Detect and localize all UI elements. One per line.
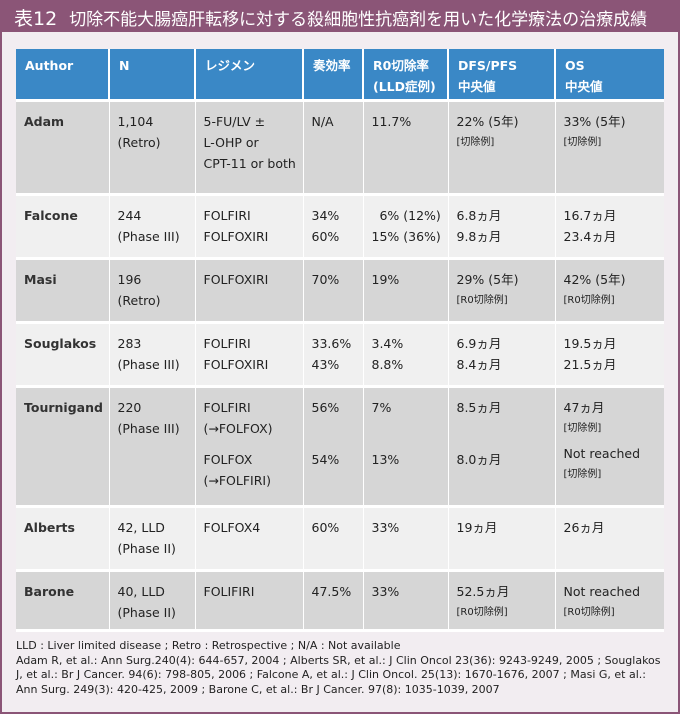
table-number: 表12	[14, 7, 58, 30]
table-row: Adam 1,104 (Retro) 5-FU/LV ± L-OHP or CPT-1…	[16, 100, 664, 196]
header-dfs-pfs: DFS/PFS 中央値	[447, 49, 555, 102]
cell-r0: 6% (12%) 15% (36%)	[362, 194, 448, 260]
cell-response: 47.5%	[302, 570, 363, 632]
cell-response: N/A	[302, 100, 363, 196]
cell-dfs: 52.5ヵ月 [R0切除例]	[447, 570, 555, 632]
cell-n: 196 (Retro)	[108, 258, 195, 324]
cell-response: 60%	[302, 506, 363, 572]
cell-r0: 3.4% 8.8%	[362, 322, 448, 388]
cell-response: 34% 60%	[302, 194, 363, 260]
cell-r0: 11.7%	[362, 100, 448, 196]
cell-n: 40, LLD (Phase II)	[108, 570, 195, 632]
footnotes: LLD : Liver limited disease ; Retro : Re…	[16, 639, 666, 697]
cell-n: 1,104 (Retro)	[108, 100, 195, 196]
cell-response: 70%	[302, 258, 363, 324]
results-table: Author N レジメン 奏効率 R0切除率 (LLD症例) DFS/PFS 中央…	[16, 49, 664, 632]
cell-r0: 19%	[362, 258, 448, 324]
cell-r0: 7% 13%	[362, 386, 448, 508]
table-row: Tournigand 220 (Phase III) FOLFIRI (→FOLF…	[16, 386, 664, 508]
cell-n: 283 (Phase III)	[108, 322, 195, 388]
cell-os: 26ヵ月	[554, 506, 664, 572]
cell-regimen: FOLIFIRI	[194, 570, 303, 632]
cell-author: Barone	[16, 570, 109, 632]
header-r0-resection-rate: R0切除率 (LLD症例)	[362, 49, 448, 102]
cell-r0: 33%	[362, 570, 448, 632]
cell-regimen: FOLFIRI FOLFOXIRI	[194, 322, 303, 388]
header-author: Author	[16, 49, 109, 102]
cell-regimen: FOLFIRI (→FOLFOX) FOLFOX (→FOLFIRI)	[194, 386, 303, 508]
cell-response: 33.6% 43%	[302, 322, 363, 388]
cell-n: 42, LLD (Phase II)	[108, 506, 195, 572]
cell-regimen: FOLFOX4	[194, 506, 303, 572]
cell-dfs: 19ヵ月	[447, 506, 555, 572]
header-row: Author N レジメン 奏効率 R0切除率 (LLD症例) DFS/PFS 中央…	[16, 49, 664, 102]
cell-dfs: 8.5ヵ月 8.0ヵ月	[447, 386, 555, 508]
cell-dfs: 22% (5年) [切除例]	[447, 100, 555, 196]
table-title-bar: 表12 切除不能大腸癌肝転移に対する殺細胞性抗癌剤を用いた化学療法の治療成績	[2, 2, 678, 32]
cell-response: 56% 54%	[302, 386, 363, 508]
cell-regimen: FOLFOXIRI	[194, 258, 303, 324]
cell-author: Adam	[16, 100, 109, 196]
cell-author: Tournigand	[16, 386, 109, 508]
references: Adam R, et al.: Ann Surg.240(4): 644-657…	[16, 653, 661, 696]
cell-os: 42% (5年) [R0切除例]	[554, 258, 664, 324]
cell-author: Falcone	[16, 194, 109, 260]
cell-dfs: 29% (5年) [R0切除例]	[447, 258, 555, 324]
cell-author: Masi	[16, 258, 109, 324]
header-os: OS 中央値	[554, 49, 664, 102]
header-response-rate: 奏効率	[302, 49, 363, 102]
cell-os: 19.5ヵ月 21.5ヵ月	[554, 322, 664, 388]
cell-regimen: FOLFIRI FOLFOXIRI	[194, 194, 303, 260]
cell-dfs: 6.9ヵ月 8.4ヵ月	[447, 322, 555, 388]
cell-os: 47ヵ月 [切除例] Not reached [切除例]	[554, 386, 664, 508]
table-row: Souglakos 283 (Phase III) FOLFIRI FOLFOXIR…	[16, 322, 664, 388]
cell-r0: 33%	[362, 506, 448, 572]
cell-author: Alberts	[16, 506, 109, 572]
cell-n: 244 (Phase III)	[108, 194, 195, 260]
cell-regimen: 5-FU/LV ± L-OHP or CPT-11 or both	[194, 100, 303, 196]
table-title: 切除不能大腸癌肝転移に対する殺細胞性抗癌剤を用いた化学療法の治療成績	[69, 9, 648, 30]
header-n: N	[108, 49, 195, 102]
table-row: Falcone 244 (Phase III) FOLFIRI FOLFOXIRI …	[16, 194, 664, 260]
cell-os: 16.7ヵ月 23.4ヵ月	[554, 194, 664, 260]
abbreviation-note: LLD : Liver limited disease ; Retro : Re…	[16, 639, 401, 652]
cell-os: Not reached [R0切除例]	[554, 570, 664, 632]
cell-dfs: 6.8ヵ月 9.8ヵ月	[447, 194, 555, 260]
table-row: Masi 196 (Retro) FOLFOXIRI 70% 19% 29% (5…	[16, 258, 664, 324]
table-row: Barone 40, LLD (Phase II) FOLIFIRI 47.5% …	[16, 570, 664, 632]
header-regimen: レジメン	[194, 49, 303, 102]
cell-author: Souglakos	[16, 322, 109, 388]
table-row: Alberts 42, LLD (Phase II) FOLFOX4 60% 33…	[16, 506, 664, 572]
cell-os: 33% (5年) [切除例]	[554, 100, 664, 196]
content-panel: Author N レジメン 奏効率 R0切除率 (LLD症例) DFS/PFS 中央…	[2, 32, 678, 712]
cell-n: 220 (Phase III)	[108, 386, 195, 508]
